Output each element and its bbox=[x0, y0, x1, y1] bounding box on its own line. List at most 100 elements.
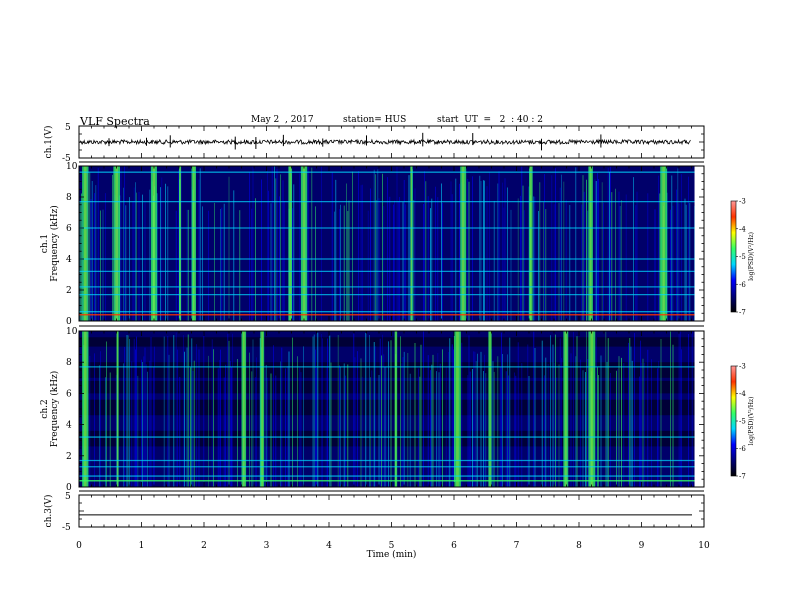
broadband-core bbox=[462, 166, 465, 321]
broadband-core bbox=[489, 331, 491, 487]
x-tick-label: 9 bbox=[639, 541, 645, 551]
broadband-burst bbox=[588, 166, 593, 321]
colorbar-tick-label: -7 bbox=[739, 309, 746, 317]
broadband-core bbox=[590, 331, 594, 487]
colorbar-label: log(PSD)(V²/Hz) bbox=[748, 232, 755, 281]
broadband-burst bbox=[179, 166, 182, 321]
broadband-burst bbox=[260, 331, 265, 487]
y-tick-label: 2 bbox=[66, 286, 72, 296]
ch1-signal-trace bbox=[79, 138, 691, 146]
y-tick-label: 6 bbox=[66, 389, 72, 399]
broadband-core bbox=[662, 166, 666, 321]
broadband-core bbox=[289, 166, 291, 321]
colorbar bbox=[730, 200, 738, 313]
broadband-burst bbox=[529, 166, 533, 321]
x-tick-label: 2 bbox=[201, 541, 207, 551]
y-tick-label: 8 bbox=[66, 358, 72, 368]
broadband-core bbox=[152, 166, 156, 321]
ch2-spectrogram bbox=[78, 330, 705, 488]
colorbar-tick-label: -6 bbox=[739, 281, 746, 289]
y-tick-label: 4 bbox=[66, 255, 72, 265]
colorbar bbox=[730, 365, 738, 477]
ch1-spectrogram bbox=[78, 165, 705, 322]
y-axis-label: ch.3(V) bbox=[43, 495, 54, 528]
broadband-core bbox=[84, 166, 87, 321]
broadband-core bbox=[261, 331, 263, 487]
y-tick-label: 8 bbox=[66, 193, 72, 203]
low-power-band bbox=[79, 362, 695, 378]
y-axis-label-frequency: Frequency (kHz) bbox=[49, 205, 60, 282]
x-axis-label: Time (min) bbox=[367, 549, 417, 560]
broadband-burst bbox=[460, 166, 467, 321]
y-tick-label: 6 bbox=[66, 224, 72, 234]
y-tick-label: 10 bbox=[66, 162, 78, 172]
broadband-core bbox=[117, 331, 119, 487]
colorbar-gradient bbox=[730, 200, 737, 313]
broadband-burst bbox=[563, 331, 569, 487]
broadband-core bbox=[84, 331, 87, 487]
broadband-burst bbox=[394, 331, 398, 487]
broadband-burst bbox=[660, 166, 668, 321]
low-power-band bbox=[79, 430, 695, 447]
y-tick-label: 4 bbox=[66, 421, 72, 431]
broadband-core bbox=[410, 166, 412, 321]
y-axis-label-channel: ch.2 bbox=[40, 399, 50, 418]
y-tick-label: -5 bbox=[62, 154, 71, 164]
broadband-burst bbox=[588, 331, 596, 487]
unfilled-time bbox=[694, 331, 704, 487]
broadband-burst bbox=[113, 166, 120, 321]
colorbar-tick-label: -6 bbox=[739, 445, 746, 453]
low-power-band bbox=[79, 380, 695, 394]
y-tick-label: 0 bbox=[66, 483, 72, 493]
colorbar-label: log(PSD)(V²/Hz) bbox=[748, 397, 755, 446]
colorbar-tick-label: -3 bbox=[739, 363, 746, 371]
x-tick-label: 5 bbox=[389, 541, 395, 551]
date-label: May 2 , 2017 bbox=[251, 115, 314, 125]
y-tick-label: -5 bbox=[62, 523, 71, 533]
low-power-band bbox=[79, 399, 695, 416]
y-tick-label: 0 bbox=[66, 317, 72, 327]
low-power-band bbox=[79, 337, 695, 347]
colorbar-gradient bbox=[730, 365, 737, 477]
broadband-core bbox=[179, 166, 181, 321]
broadband-burst bbox=[191, 166, 197, 321]
broadband-burst bbox=[288, 166, 293, 321]
x-tick-label: 6 bbox=[451, 541, 457, 551]
broadband-core bbox=[395, 331, 397, 487]
broadband-burst bbox=[82, 166, 89, 321]
broadband-burst bbox=[241, 331, 247, 487]
broadband-burst bbox=[410, 166, 413, 321]
broadband-burst bbox=[150, 166, 157, 321]
y-tick-label: 5 bbox=[65, 492, 71, 502]
colorbar-tick-label: -3 bbox=[739, 198, 746, 206]
broadband-burst bbox=[488, 331, 492, 487]
y-axis-label: ch.1(V) bbox=[43, 126, 54, 159]
start-time-label: start UT = 2 : 40 : 2 bbox=[437, 115, 543, 125]
broadband-core bbox=[115, 166, 119, 321]
y-tick-label: 2 bbox=[66, 452, 72, 462]
colorbar-tick-label: -4 bbox=[739, 225, 746, 233]
x-tick-label: 10 bbox=[698, 541, 710, 551]
unfilled-time bbox=[694, 166, 704, 321]
station-label: station= HUS bbox=[343, 115, 407, 125]
broadband-core bbox=[589, 166, 592, 321]
broadband-burst bbox=[300, 166, 308, 321]
x-tick-label: 3 bbox=[264, 541, 270, 551]
broadband-burst bbox=[82, 331, 89, 487]
broadband-core bbox=[564, 331, 567, 487]
broadband-core bbox=[530, 166, 532, 321]
broadband-core bbox=[192, 166, 195, 321]
broadband-burst bbox=[454, 331, 461, 487]
x-tick-label: 7 bbox=[514, 541, 520, 551]
chart-title: VLF Spectra bbox=[80, 115, 150, 128]
broadband-core bbox=[456, 331, 459, 487]
x-tick-label: 8 bbox=[576, 541, 582, 551]
y-tick-label: 5 bbox=[65, 123, 71, 133]
y-axis-label-frequency: Frequency (kHz) bbox=[49, 371, 60, 448]
x-tick-label: 1 bbox=[139, 541, 145, 551]
broadband-core bbox=[302, 166, 306, 321]
broadband-burst bbox=[116, 331, 119, 487]
x-tick-label: 0 bbox=[76, 541, 82, 551]
colorbar-tick-label: -5 bbox=[739, 253, 746, 261]
